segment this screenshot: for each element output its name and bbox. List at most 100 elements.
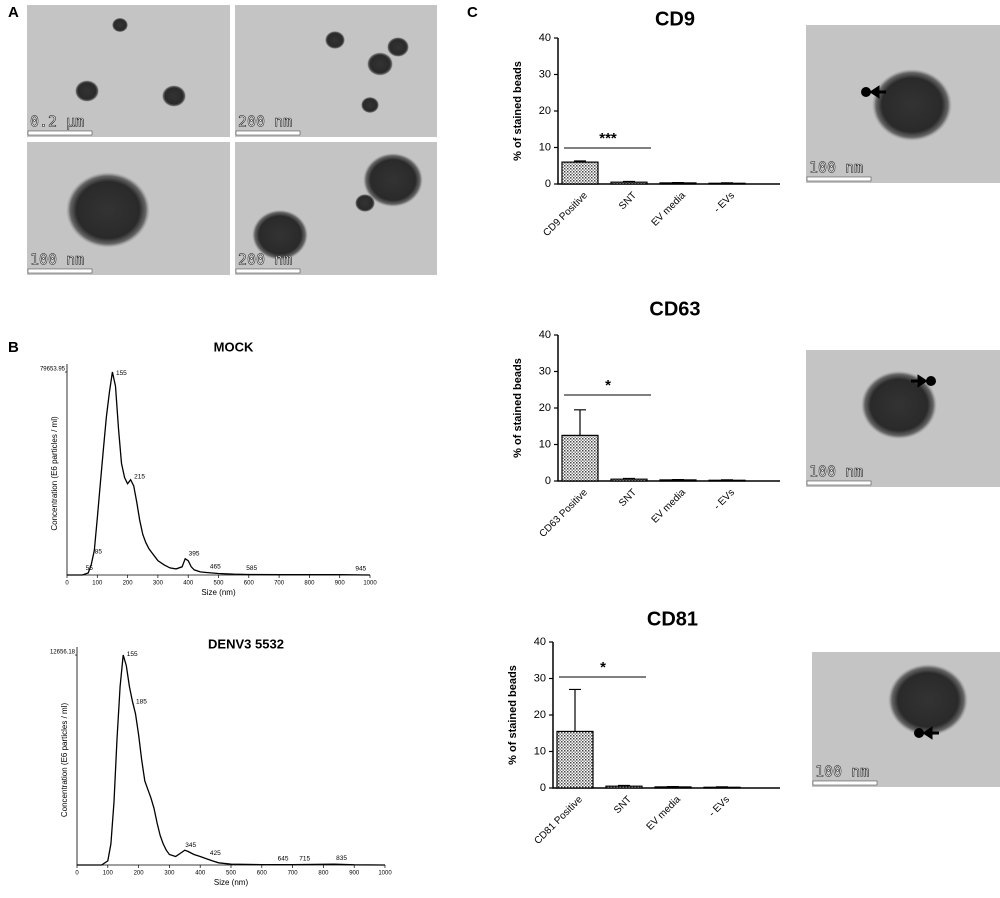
x-tick-label: CD9 Positive [541,190,590,239]
bar [561,434,599,482]
y-tick-label: 20 [539,105,551,117]
x-tick-label: 500 [213,581,224,587]
y-tick-label: 10 [534,745,546,757]
x-tick-label: SNT [617,190,639,212]
y-axis-label: Concentration (E6 particles / ml) [60,703,69,818]
scale-bar [27,130,93,136]
bar [610,181,648,185]
peak-label: 585 [246,565,257,572]
significance-label: * [605,377,611,394]
micrograph-grain [27,5,230,137]
x-tick-label: 300 [164,871,175,877]
y-tick-label: 0 [545,178,551,190]
scale-label: 0.2 µm [30,113,84,131]
scale-bar [812,780,878,786]
panel-label: B [8,339,19,356]
scale-label: 100 nm [30,251,84,269]
y-axis-label: Concentration (E6 particles / ml) [50,416,59,531]
x-tick-label: EV media [650,487,689,526]
x-tick-label: 400 [195,871,206,877]
x-tick-label: 200 [134,871,145,877]
x-tick-label: 800 [318,871,329,877]
axes [66,364,370,576]
y-tick-label: 79653.95 [40,367,66,373]
scale-bar [235,130,301,136]
x-tick-label: CD81 Positive [532,794,585,847]
size-distribution [77,654,386,866]
size-distribution [67,371,371,576]
scale-bar [806,480,872,486]
arrow [911,374,928,388]
vesicle [367,52,393,76]
x-axis-label: Size (nm) [201,588,236,597]
vesicle [861,370,937,440]
error-bar [618,784,630,787]
peak-label: 645 [278,855,289,862]
vesicle [872,69,952,141]
gold-bead [914,728,924,738]
vesicle [361,96,379,114]
x-tick-label: 700 [288,871,299,877]
arrow [922,726,939,740]
error-bar [574,160,586,163]
y-tick-label: 40 [534,636,546,648]
chart-title: CD63 [649,298,700,320]
y-tick-label: 20 [534,709,546,721]
vesicle [325,31,345,49]
x-tick-label: EV media [650,190,689,229]
bar [556,730,594,789]
y-tick-label: 12656.18 [50,650,76,656]
y-tick-label: 10 [539,141,551,153]
axes [76,647,385,866]
peak-label: 55 [86,565,94,572]
y-axis-label: % of stained beads [507,665,519,765]
peak-label: 215 [134,473,145,480]
x-tick-label: 900 [349,871,360,877]
y-tick-label: 30 [539,365,551,377]
x-tick-label: - EVs [707,794,732,819]
micrograph-grain [235,5,437,137]
x-tick-label: 1000 [363,581,377,587]
x-tick-label: 300 [153,581,164,587]
x-tick-label: 600 [244,581,255,587]
x-tick-label: 900 [335,581,346,587]
peak-label: 85 [95,548,103,555]
vesicle [888,664,968,736]
y-tick-label: 20 [539,402,551,414]
y-tick-label: 10 [539,438,551,450]
scale-label: 100 nm [809,463,863,481]
y-tick-label: 30 [539,68,551,80]
chart-title: CD81 [647,608,698,630]
panel-label: A [8,4,19,21]
gold-bead [926,376,936,386]
vesicle [387,37,409,57]
micrograph: 0.2 µm [27,5,230,137]
micrograph: 100 nm [812,652,1000,787]
x-tick-label: 800 [304,581,315,587]
vesicle [162,85,186,107]
peak-label: 945 [355,566,366,573]
vesicle [252,209,308,261]
x-tick-label: 200 [123,581,134,587]
bar [605,785,643,789]
x-tick-label: 100 [103,871,114,877]
peak-label: 345 [185,842,196,849]
micrograph: 100 nm [806,25,1000,183]
y-tick-label: 0 [540,782,546,794]
x-tick-label: CD63 Positive [537,487,590,540]
scale-label: 100 nm [815,763,869,781]
error-bar [574,409,586,436]
micrograph: 100 nm [806,350,1000,487]
x-tick-label: 400 [183,581,194,587]
y-tick-label: 30 [534,672,546,684]
vesicle [355,194,375,212]
x-tick-label: 0 [75,871,79,877]
x-axis-label: Size (nm) [214,878,249,887]
peak-label: 425 [210,850,221,857]
vesicle [75,80,99,102]
micrograph: 100 nm [27,142,230,275]
vesicle [112,17,128,33]
x-tick-label: - EVs [712,487,737,512]
vesicle [363,153,423,207]
